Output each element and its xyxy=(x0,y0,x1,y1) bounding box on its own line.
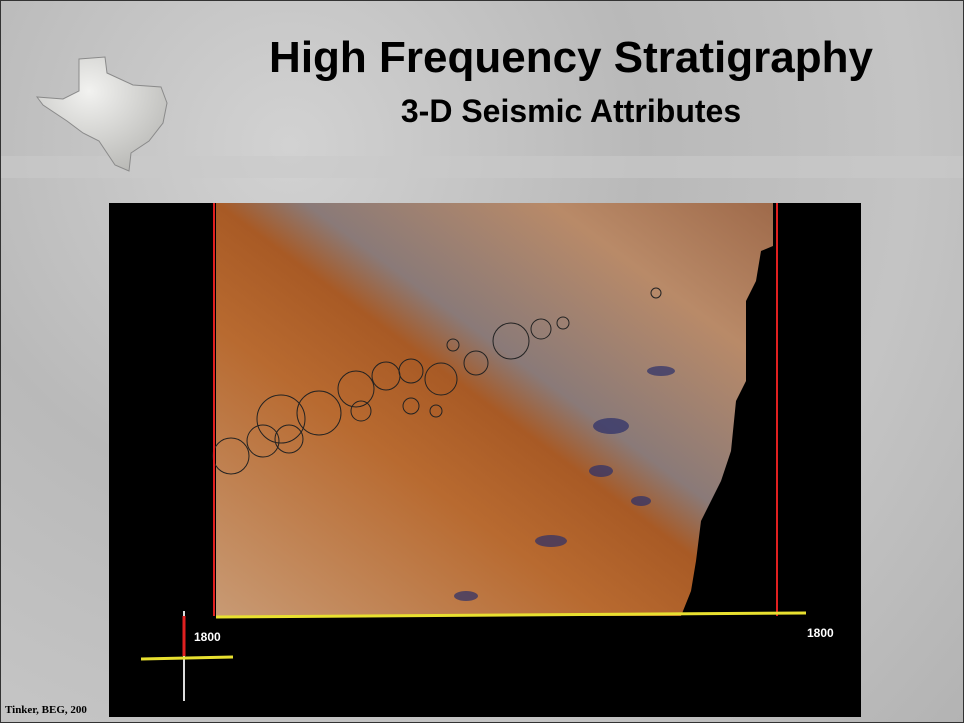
slide: 1800 1800 High Frequency Stratigraphy 3-… xyxy=(0,0,964,723)
title: High Frequency Stratigraphy xyxy=(201,33,941,83)
compass xyxy=(141,657,233,659)
header-band xyxy=(1,156,963,178)
right-label: 1800 xyxy=(807,626,834,640)
subtitle: 3-D Seismic Attributes xyxy=(201,93,941,130)
left-label: 1800 xyxy=(194,630,221,644)
texas-logo xyxy=(37,57,167,171)
footer: Tinker, BEG, 200 xyxy=(5,704,87,716)
seismic-map xyxy=(216,203,773,616)
